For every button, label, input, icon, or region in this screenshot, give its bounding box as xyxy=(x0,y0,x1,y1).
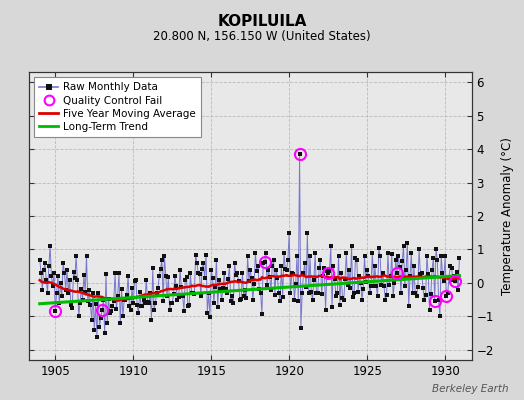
Legend: Raw Monthly Data, Quality Control Fail, Five Year Moving Average, Long-Term Tren: Raw Monthly Data, Quality Control Fail, … xyxy=(34,77,201,137)
Text: 20.800 N, 156.150 W (United States): 20.800 N, 156.150 W (United States) xyxy=(153,30,371,43)
Text: Berkeley Earth: Berkeley Earth xyxy=(432,384,508,394)
Text: KOPILUILA: KOPILUILA xyxy=(217,14,307,29)
Y-axis label: Temperature Anomaly (°C): Temperature Anomaly (°C) xyxy=(501,137,514,295)
